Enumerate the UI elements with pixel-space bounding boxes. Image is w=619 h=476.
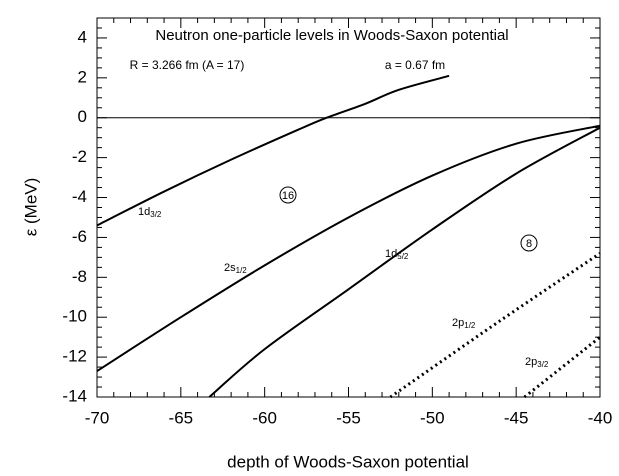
y-tick-label: -6 — [72, 227, 87, 246]
series-line — [96, 74, 450, 227]
annotation: 16 — [282, 190, 294, 202]
plot-frame — [96, 17, 601, 398]
series-label: 2p3/2 — [525, 356, 549, 369]
annotation: a = 0.67 fm — [385, 58, 445, 72]
annotation-circle — [520, 234, 538, 252]
series-label-subscript: 5/2 — [397, 252, 409, 261]
y-tick-label: -8 — [72, 267, 87, 286]
series-label-name: 1d — [385, 248, 397, 260]
series-label: 1d5/2 — [385, 248, 409, 261]
series-line — [96, 124, 601, 372]
y-tick-label: -2 — [72, 147, 87, 166]
series-line — [208, 126, 601, 398]
x-tick-label: -65 — [169, 408, 194, 427]
series-label-subscript: 3/2 — [537, 360, 549, 369]
series-label-subscript: 1/2 — [464, 321, 476, 330]
y-tick-label: 4 — [78, 27, 87, 46]
series-label-name: 2s — [224, 262, 236, 274]
series-label-name: 1d — [138, 206, 150, 218]
x-tick-label: -45 — [504, 408, 529, 427]
y-tick-label: -12 — [62, 347, 87, 366]
annotation: 8 — [526, 238, 532, 250]
series-line — [523, 335, 601, 399]
series-label: 2p1/2 — [452, 317, 476, 330]
annotation: R = 3.266 fm (A = 17) — [130, 58, 245, 72]
series-label-subscript: 3/2 — [150, 210, 162, 219]
x-tick-label: -55 — [336, 408, 361, 427]
y-tick-label: -4 — [72, 187, 87, 206]
series-label: 2s1/2 — [224, 262, 247, 275]
x-tick-label: -60 — [252, 408, 277, 427]
chart-title: Neutron one-particle levels in Woods-Sax… — [155, 27, 508, 44]
x-tick-label: -50 — [420, 408, 445, 427]
series-label: 1d3/2 — [138, 206, 162, 219]
y-tick-label: -10 — [62, 307, 87, 326]
annotation-circle — [279, 186, 297, 204]
y-tick-label: 0 — [78, 107, 87, 126]
series-label-name: 2p — [452, 317, 464, 329]
x-tick-label: -70 — [85, 408, 110, 427]
y-tick-label: -14 — [62, 386, 87, 405]
series-label-name: 2p — [525, 356, 537, 368]
y-axis-label: ε (MeV) — [21, 178, 40, 237]
series-label-subscript: 1/2 — [236, 266, 248, 275]
x-tick-label: -40 — [588, 408, 613, 427]
y-tick-label: 2 — [78, 67, 87, 86]
x-axis-label: depth of Woods-Saxon potential — [227, 452, 469, 471]
series-line — [389, 252, 601, 399]
